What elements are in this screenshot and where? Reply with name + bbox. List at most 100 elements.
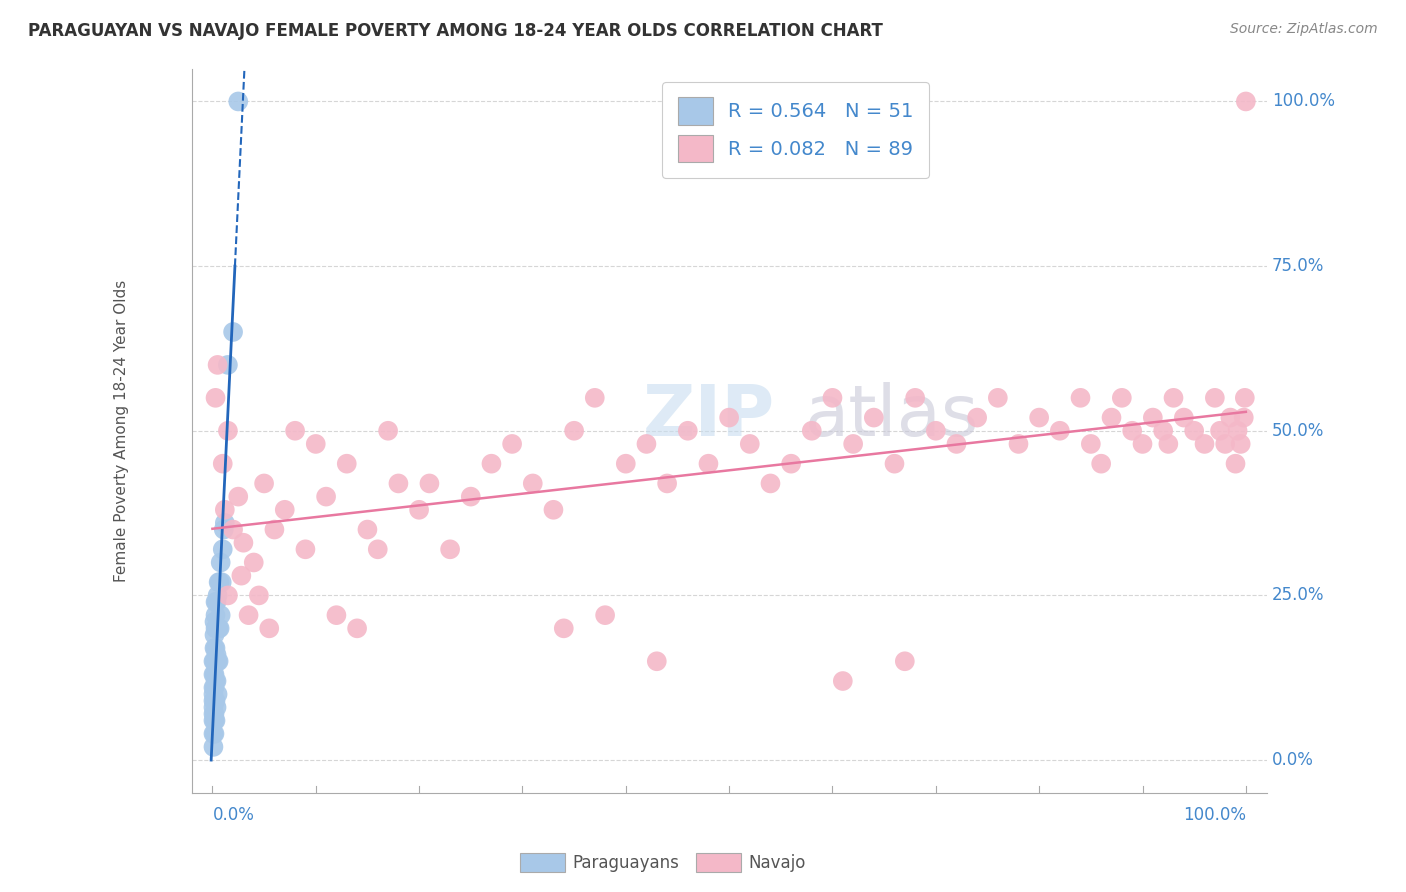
Point xyxy=(211,457,233,471)
Point xyxy=(1028,410,1050,425)
Point xyxy=(202,714,225,728)
Point xyxy=(222,325,245,339)
Point xyxy=(1080,437,1102,451)
Point xyxy=(204,667,226,681)
Point xyxy=(204,608,226,623)
Point xyxy=(202,681,225,695)
Text: ZIP: ZIP xyxy=(643,382,775,450)
Point xyxy=(1204,391,1226,405)
Text: Female Poverty Among 18-24 Year Olds: Female Poverty Among 18-24 Year Olds xyxy=(114,279,129,582)
Point xyxy=(1233,391,1256,405)
Point xyxy=(202,654,225,668)
Point xyxy=(1182,424,1205,438)
Point xyxy=(925,424,948,438)
Point xyxy=(1152,424,1174,438)
Text: 100.0%: 100.0% xyxy=(1271,93,1334,111)
Point xyxy=(800,424,823,438)
Point xyxy=(697,457,720,471)
Point xyxy=(205,700,228,714)
Text: PARAGUAYAN VS NAVAJO FEMALE POVERTY AMONG 18-24 YEAR OLDS CORRELATION CHART: PARAGUAYAN VS NAVAJO FEMALE POVERTY AMON… xyxy=(28,22,883,40)
Point xyxy=(904,391,927,405)
Point xyxy=(202,700,225,714)
Point xyxy=(207,575,229,590)
Point xyxy=(207,588,229,602)
Point xyxy=(842,437,865,451)
Point xyxy=(1173,410,1195,425)
Point xyxy=(204,621,226,635)
Point xyxy=(253,476,276,491)
Point xyxy=(1225,457,1247,471)
Point xyxy=(217,424,239,438)
Point xyxy=(718,410,741,425)
Point xyxy=(831,673,853,688)
Point xyxy=(204,641,226,656)
Point xyxy=(1229,437,1251,451)
Point xyxy=(1132,437,1154,451)
Point xyxy=(207,654,229,668)
Point xyxy=(1090,457,1112,471)
Point xyxy=(325,608,347,623)
Point xyxy=(593,608,616,623)
Point xyxy=(238,608,260,623)
Point xyxy=(202,694,225,708)
Point xyxy=(336,457,359,471)
Point xyxy=(1226,424,1249,438)
Point xyxy=(247,588,270,602)
Point xyxy=(738,437,761,451)
Point xyxy=(204,694,226,708)
Text: Navajo: Navajo xyxy=(748,854,806,871)
Point xyxy=(367,542,389,557)
Point xyxy=(1142,410,1164,425)
Point xyxy=(209,608,232,623)
Point xyxy=(208,621,231,635)
Text: 0.0%: 0.0% xyxy=(212,806,254,824)
Point xyxy=(1234,95,1257,109)
Point xyxy=(418,476,440,491)
Point xyxy=(204,595,226,609)
Point xyxy=(553,621,575,635)
Point xyxy=(346,621,368,635)
Point xyxy=(501,437,523,451)
Point xyxy=(208,575,231,590)
Point xyxy=(284,424,307,438)
Text: Source: ZipAtlas.com: Source: ZipAtlas.com xyxy=(1230,22,1378,37)
Point xyxy=(759,476,782,491)
Point xyxy=(204,654,226,668)
Legend: R = 0.564   N = 51, R = 0.082   N = 89: R = 0.564 N = 51, R = 0.082 N = 89 xyxy=(662,82,929,178)
Point xyxy=(1069,391,1091,405)
Point xyxy=(217,588,239,602)
Point xyxy=(207,621,229,635)
Point xyxy=(1163,391,1185,405)
Point xyxy=(862,410,884,425)
Point xyxy=(1157,437,1180,451)
Point xyxy=(377,424,399,438)
Point xyxy=(894,654,917,668)
Point xyxy=(226,95,249,109)
Point xyxy=(883,457,905,471)
Point xyxy=(211,542,233,557)
Text: 25.0%: 25.0% xyxy=(1271,586,1324,605)
Point xyxy=(204,681,226,695)
Text: Paraguayans: Paraguayans xyxy=(572,854,679,871)
Point xyxy=(226,490,249,504)
Point xyxy=(387,476,409,491)
Point xyxy=(614,457,637,471)
Point xyxy=(204,628,226,642)
Point xyxy=(543,503,565,517)
Point xyxy=(1101,410,1123,425)
Point xyxy=(231,568,253,582)
Point xyxy=(207,621,229,635)
Point xyxy=(207,358,229,372)
Point xyxy=(676,424,699,438)
Point xyxy=(204,694,226,708)
Point xyxy=(204,714,226,728)
Point xyxy=(263,523,285,537)
Point xyxy=(821,391,844,405)
Point xyxy=(205,648,228,662)
Text: 100.0%: 100.0% xyxy=(1182,806,1246,824)
Point xyxy=(232,535,254,549)
Point xyxy=(214,516,236,530)
Point xyxy=(259,621,281,635)
Point xyxy=(1219,410,1241,425)
Point xyxy=(214,503,236,517)
